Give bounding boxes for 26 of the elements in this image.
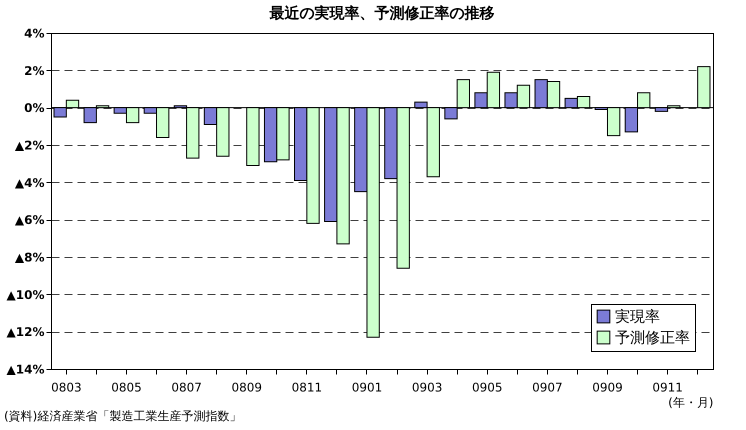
y-tick-label: ▲14% xyxy=(6,362,44,376)
legend-label: 予測修正率 xyxy=(615,328,690,346)
y-tick-label: 2% xyxy=(24,64,44,78)
x-tick-label: 0805 xyxy=(111,380,142,394)
y-tick-label: ▲12% xyxy=(6,325,44,340)
x-tick-label: 0909 xyxy=(592,380,623,394)
x-tick-label: 0901 xyxy=(352,380,382,394)
y-tick-label: ▲6% xyxy=(14,213,44,228)
x-axis-title: (年・月) xyxy=(668,396,714,410)
y-tick-label: ▲4% xyxy=(14,176,44,190)
text: (資料)経済産業省「製造工業生産予測指数」 xyxy=(4,408,242,425)
x-tick-label: 0803 xyxy=(51,380,82,394)
legend-label: 実現率 xyxy=(615,308,660,326)
x-tick-label: 0809 xyxy=(231,380,262,394)
y-tick-label: ▲8% xyxy=(14,250,44,264)
chart-title: 最近の実現率、予測修正率の推移 xyxy=(268,4,494,22)
x-tick-label: 0911 xyxy=(652,380,683,394)
x-tick-label: 0905 xyxy=(472,380,502,394)
y-tick-label: ▲10% xyxy=(6,288,44,302)
y-tick-label: ▲2% xyxy=(14,138,44,152)
x-tick-label: 0807 xyxy=(171,380,202,394)
y-tick-label: 0% xyxy=(24,101,44,116)
y-tick-label: 4% xyxy=(24,26,44,40)
x-tick-label: 0907 xyxy=(532,380,563,394)
x-tick-label: 0903 xyxy=(412,380,442,394)
x-tick-label: 0811 xyxy=(292,380,322,394)
